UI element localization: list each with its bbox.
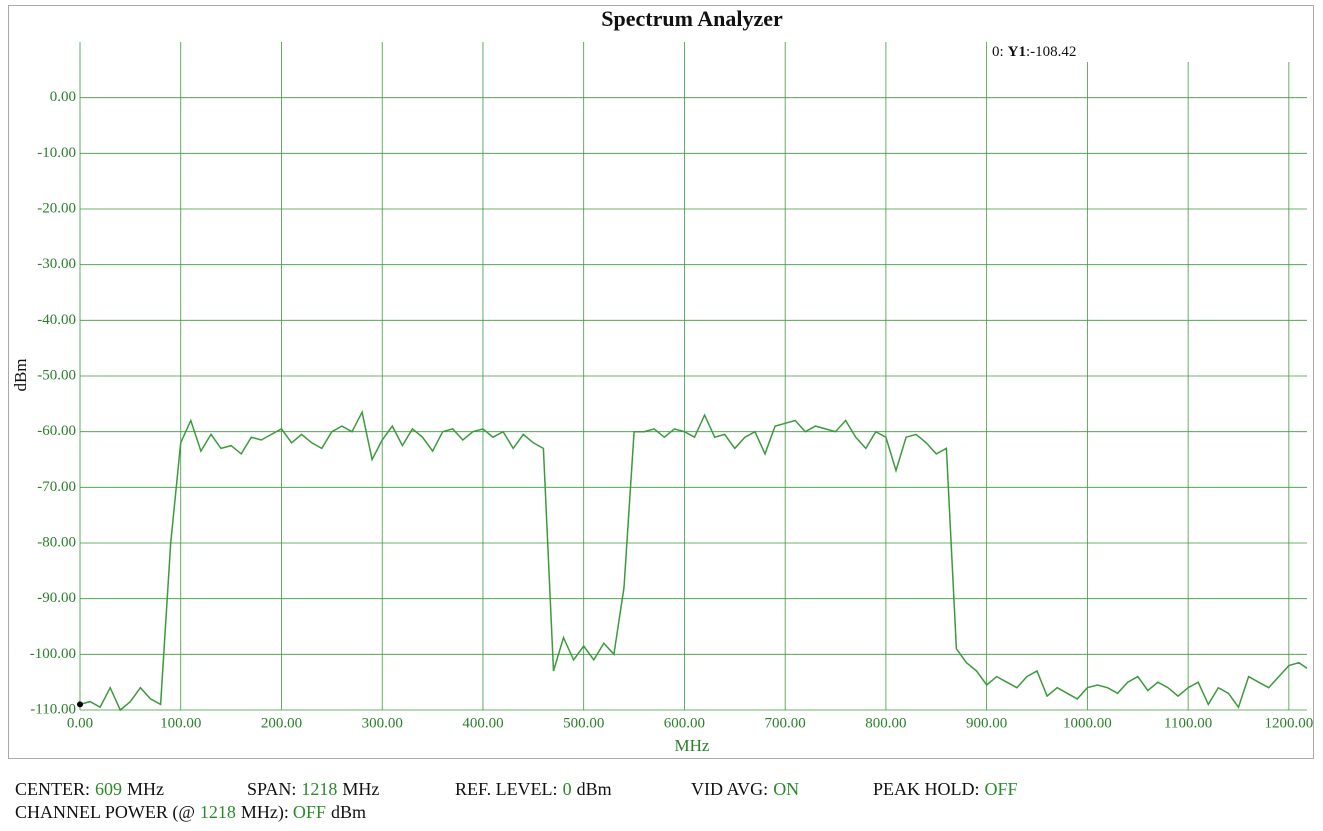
status-item: PEAK HOLD: OFF: [873, 779, 1073, 800]
x-tick-label: 300.00: [362, 715, 403, 731]
status-row: CHANNEL POWER (@ 1218 MHz): OFF dBm: [15, 802, 1073, 825]
status-unit: MHz: [342, 779, 380, 799]
x-tick-label: 200.00: [261, 715, 302, 731]
x-tick-label: 600.00: [664, 715, 705, 731]
y-tick-label: -100.00: [30, 646, 76, 662]
status-label: PEAK HOLD:: [873, 779, 980, 799]
y-tick-label: -60.00: [37, 423, 76, 439]
status-value: 1218: [199, 802, 236, 822]
status-label: SPAN:: [247, 779, 297, 799]
status-value2: OFF: [292, 802, 326, 822]
chart-title: Spectrum Analyzer: [601, 6, 783, 31]
y-tick-label: -110.00: [30, 701, 76, 717]
status-unit: dBm: [576, 779, 612, 799]
x-tick-label: 800.00: [865, 715, 906, 731]
status-label: CENTER:: [15, 779, 90, 799]
status-item: SPAN: 1218 MHz: [247, 779, 455, 800]
marker-box: [988, 42, 1305, 62]
x-tick-label: 0.00: [67, 715, 93, 731]
y-tick-label: -20.00: [37, 200, 76, 216]
status-unit: MHz):: [240, 802, 289, 822]
status-value: 609: [95, 779, 122, 799]
status-label: VID AVG:: [691, 779, 769, 799]
y-tick-label: -50.00: [37, 367, 76, 383]
y-tick-label: -40.00: [37, 312, 76, 328]
y-tick-label: 0.00: [50, 89, 76, 105]
x-tick-label: 1200.00: [1264, 715, 1313, 731]
status-bar: CENTER: 609 MHz SPAN: 1218 MHz REF. LEVEL: 0 dBm…: [15, 779, 1073, 825]
status-label: CHANNEL POWER (@: [15, 802, 195, 822]
trace-line: [79, 409, 1308, 712]
chart: Spectrum Analyzer MHz dBm 0.00 -10.00 -20.…: [8, 5, 1314, 759]
status-item: REF. LEVEL: 0 dBm: [455, 779, 691, 800]
x-tick-label: 900.00: [966, 715, 1007, 731]
x-tick-label: 400.00: [462, 715, 503, 731]
status-value: 1218: [301, 779, 338, 799]
marker-prefix: 0:: [992, 44, 1004, 60]
status-unit: MHz: [127, 779, 164, 799]
marker-value: :-108.42: [1026, 44, 1076, 60]
marker-name: Y1: [1008, 44, 1026, 60]
status-item: VID AVG: ON: [691, 779, 873, 800]
status-value: ON: [773, 779, 800, 799]
chart-frame: [8, 5, 1314, 759]
status-item: CHANNEL POWER (@ 1218 MHz): OFF dBm: [15, 802, 366, 823]
x-tick-label: 100.00: [160, 715, 201, 731]
y-axis-label: dBm: [11, 358, 30, 391]
trace-marker: [77, 701, 83, 708]
y-tick-label: -80.00: [37, 534, 76, 550]
status-value: OFF: [984, 779, 1018, 799]
x-tick-label: 500.00: [563, 715, 604, 731]
y-tick-label: -70.00: [37, 479, 76, 495]
status-unit2: dBm: [330, 802, 366, 822]
y-tick-label: -10.00: [37, 145, 76, 161]
x-tick-label: 1100.00: [1164, 715, 1212, 731]
status-row: CENTER: 609 MHz SPAN: 1218 MHz REF. LEVEL: 0 dBm…: [15, 779, 1073, 802]
status-label: REF. LEVEL:: [455, 779, 558, 799]
status-value: 0: [562, 779, 572, 799]
y-tick-label: -90.00: [37, 590, 76, 606]
y-tick-label: -30.00: [37, 256, 76, 272]
status-item: CENTER: 609 MHz: [15, 779, 247, 800]
x-tick-label: 700.00: [765, 715, 806, 731]
x-axis-label: MHz: [675, 736, 710, 755]
x-tick-label: 1000.00: [1063, 715, 1112, 731]
marker-readout: 0: Y1:-108.42: [992, 44, 1076, 60]
